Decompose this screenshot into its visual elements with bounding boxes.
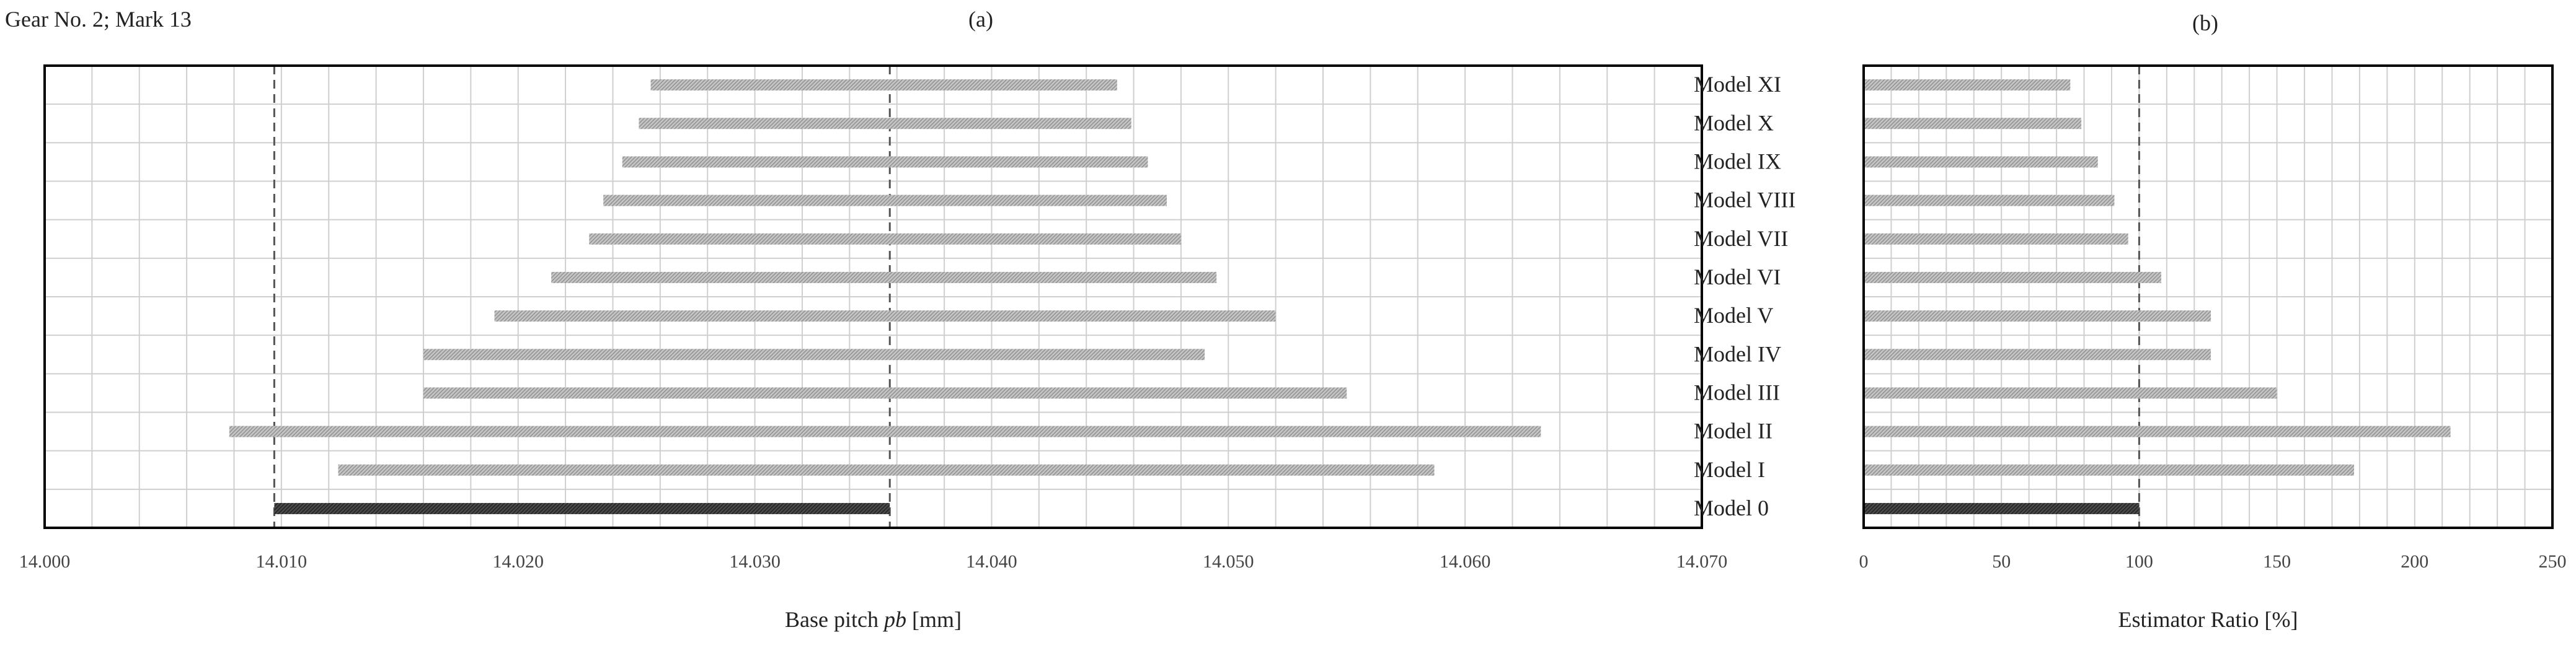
panel-b-bar-model-iv [1864,349,2211,361]
panel-b-bar-model-x [1864,118,2082,129]
category-label: Model VIII [1694,188,1795,212]
panel-a-tick-label: 14.060 [1440,551,1491,572]
panel-b-plot-frame [1862,64,2554,529]
panel-b-bar-model-iii [1864,387,2277,399]
panel-b-bar-model-viii [1864,195,2115,206]
panel-a-tick-label: 14.020 [492,551,544,572]
panel-a-bar-model-ix [622,156,1148,168]
panel-b-tick-label: 250 [2539,551,2567,572]
category-label: Model XI [1694,72,1781,97]
chart-estimator-ratio: 0 50 100 150 200 250 Estimator Ratio [%] [1859,64,2567,632]
panel-a-bar-model-vi [551,271,1217,283]
category-label: Model VI [1694,265,1781,289]
panel-a-bar-model-iv [423,349,1205,361]
panel-b-bar-model-vii [1864,233,2128,245]
panel-a-bar-model-ii [229,426,1541,437]
panel-a-bar-model-x [639,118,1131,129]
panel-b-x-axis-title: Estimator Ratio [%] [2118,607,2298,632]
panel-a-x-axis-title: Base pitch pb [mm] [785,607,962,632]
category-label: Model VII [1694,226,1788,251]
panel-a-tick-label: 14.070 [1676,551,1728,572]
panel-b-bar-model-xi [1864,79,2071,91]
panel-b-bar-model-ix [1864,156,2098,168]
panel-a-tick-label: 14.040 [966,551,1017,572]
figure-header: Gear No. 2; Mark 13 [5,7,192,32]
category-label: Model V [1694,303,1773,328]
panel-a-tick-label: 14.010 [256,551,308,572]
panel-b-bar-model-0 [1864,502,2140,514]
panel-a-bar-model-i [338,464,1435,476]
panel-b-bar-model-vi [1864,271,2161,283]
category-label: Model I [1694,457,1765,482]
panel-b-bar-model-v [1864,310,2211,322]
panel-b-bar-model-i [1864,464,2355,476]
panel-a-bar-model-viii [603,195,1167,206]
category-label: Model X [1694,110,1774,135]
category-label: Model 0 [1694,496,1769,520]
category-label: Model II [1694,419,1773,444]
panel-b-tick-label: 150 [2263,551,2291,572]
panel-a-label: (a) [968,7,993,32]
category-label: Model III [1694,380,1780,405]
panel-b-tick-label: 200 [2401,551,2428,572]
panel-b-tick-label: 100 [2125,551,2153,572]
panel-b-bar-model-ii [1864,426,2451,437]
category-label: Model IV [1694,341,1781,366]
panel-a-bar-model-0 [274,502,890,514]
panel-a-tick-label: 14.000 [19,551,71,572]
panel-b-tick-label: 0 [1859,551,1869,572]
panel-a-bar-model-vii [589,233,1181,245]
panel-b-label: (b) [2192,11,2218,35]
panel-a-bar-model-v [494,310,1276,322]
panel-a-tick-label: 14.050 [1203,551,1254,572]
chart-base-pitch: 14.000 14.010 14.020 14.030 14.040 14.050 14.0… [19,64,1795,632]
panel-b-tick-label: 50 [1992,551,2011,572]
panel-a-bar-model-iii [423,387,1347,399]
panel-a-tick-label: 14.030 [729,551,781,572]
panel-a-plot-frame [43,64,1703,529]
panel-a-bar-model-xi [650,79,1117,91]
category-label: Model IX [1694,149,1781,173]
